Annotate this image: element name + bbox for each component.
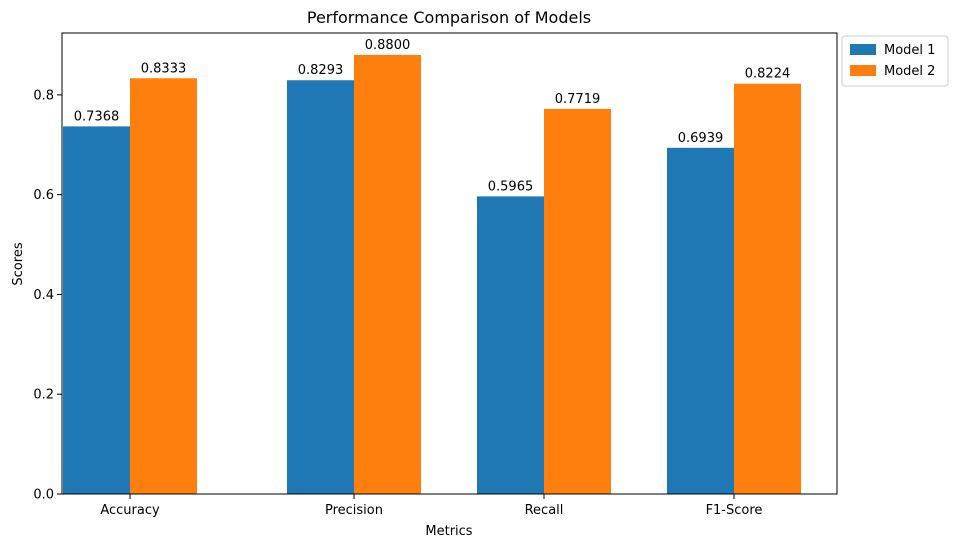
- x-tick-label: Precision: [325, 503, 383, 518]
- x-axis: Accuracy Precision Recall F1-Score: [100, 494, 762, 518]
- bar-model-1-accuracy: [63, 126, 130, 494]
- legend-swatch: [850, 65, 876, 76]
- legend: Model 1 Model 2: [841, 35, 949, 87]
- legend-label: Model 1: [884, 43, 935, 58]
- data-label: 0.8333: [141, 61, 187, 76]
- data-label: 0.8293: [298, 63, 344, 78]
- x-tick-label: F1-Score: [706, 503, 763, 518]
- data-label: 0.7368: [74, 109, 120, 124]
- x-axis-label: Metrics: [425, 524, 472, 539]
- bar-model-2-precision: [354, 54, 421, 494]
- data-label: 0.8224: [745, 67, 791, 82]
- bar-model-1-recall: [477, 196, 544, 494]
- bar-model-1-f1-score: [667, 147, 734, 495]
- chart-title: Performance Comparison of Models: [307, 8, 591, 27]
- plot-frame: [61, 32, 838, 495]
- bar-model-2-accuracy: [130, 78, 197, 495]
- y-tick-label: 0.6: [33, 188, 54, 203]
- bar-model-1-precision: [287, 80, 354, 495]
- y-tick-label: 0.2: [33, 388, 54, 403]
- y-tick-label: 0.8: [33, 88, 54, 103]
- x-tick-label: Accuracy: [100, 503, 160, 518]
- data-label: 0.8800: [365, 38, 411, 53]
- x-tick-label: Recall: [525, 503, 564, 518]
- y-axis: 0.0 0.2 0.4 0.6 0.8: [33, 88, 62, 503]
- bar-model-2-recall: [544, 108, 611, 495]
- data-label: 0.5965: [488, 179, 534, 194]
- data-label: 0.7719: [555, 92, 601, 107]
- legend-swatch: [850, 44, 876, 55]
- legend-label: Model 2: [884, 64, 935, 79]
- y-tick-label: 0.0: [33, 488, 54, 503]
- y-axis-label: Scores: [11, 242, 26, 285]
- data-label: 0.6939: [678, 131, 724, 146]
- bar-model-2-f1-score: [734, 83, 801, 495]
- plot-area: 0.7368 0.8333 0.8293 0.8800 0.5965 0.7719 0.69…: [61, 32, 838, 495]
- y-tick-label: 0.4: [33, 288, 54, 303]
